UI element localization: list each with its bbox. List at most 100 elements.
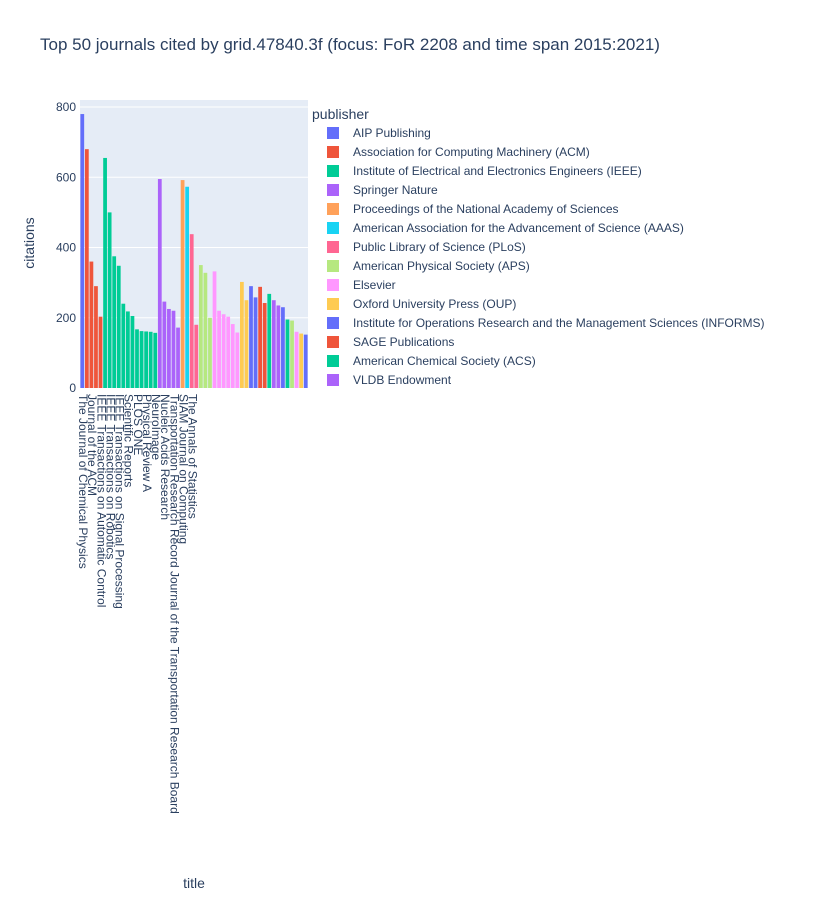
legend-swatch[interactable] — [327, 241, 339, 253]
legend-title: publisher — [312, 106, 369, 122]
bars — [80, 114, 308, 389]
x-tick-label: SIAM Journal on Computing — [176, 394, 190, 544]
legend-swatch[interactable] — [327, 374, 339, 386]
x-tick-label: IEEE Transactions on Signal Processing — [113, 394, 127, 609]
bar — [299, 333, 304, 388]
legend-swatch[interactable] — [327, 260, 339, 272]
legend-label[interactable]: Public Library of Science (PLoS) — [353, 240, 526, 254]
bar — [116, 265, 121, 388]
bar — [144, 331, 148, 388]
y-tick-label: 400 — [56, 241, 76, 255]
bar — [253, 297, 258, 388]
bar — [176, 327, 180, 388]
bar — [112, 256, 117, 388]
bar — [126, 311, 130, 388]
bar — [194, 324, 199, 388]
x-tick-label: IEEE Transactions on Automatic Control — [94, 394, 108, 607]
x-axis-title: title — [183, 875, 205, 891]
bar — [157, 179, 162, 388]
bar — [281, 307, 285, 388]
x-tick-label: NeuroImage — [149, 394, 163, 460]
bar — [230, 324, 235, 388]
y-tick-label: 0 — [69, 381, 76, 395]
legend-label[interactable]: VLDB Endowment — [353, 373, 452, 387]
bar — [80, 114, 85, 389]
legend-label[interactable]: Association for Computing Machinery (ACM… — [353, 145, 590, 159]
legend-label[interactable]: American Chemical Society (ACS) — [353, 354, 536, 368]
bar — [89, 261, 94, 388]
bar — [198, 265, 203, 388]
bar — [240, 281, 244, 388]
bar — [258, 286, 262, 388]
bar — [94, 286, 98, 388]
bar — [208, 317, 212, 388]
y-tick-label: 800 — [56, 100, 76, 114]
legend-label[interactable]: SAGE Publications — [353, 335, 454, 349]
x-tick-label: IEEE Transactions on Robotics — [103, 394, 117, 559]
legend-swatch[interactable] — [327, 165, 339, 177]
bar — [276, 305, 281, 388]
bar — [244, 300, 249, 388]
bar — [262, 303, 267, 388]
x-tick-label: The Annals of Statistics — [186, 394, 200, 519]
bar — [203, 272, 208, 388]
bar — [153, 332, 158, 388]
legend-swatch[interactable] — [327, 298, 339, 310]
bar — [226, 316, 231, 388]
legend-swatch[interactable] — [327, 127, 339, 139]
bar — [84, 149, 89, 388]
legend-label[interactable]: American Physical Society (APS) — [353, 259, 530, 273]
legend-swatch[interactable] — [327, 222, 339, 234]
y-axis-ticks: 0 200 400 600 800 — [56, 100, 76, 395]
x-tick-label: Journal of the ACM — [85, 394, 99, 496]
bar — [285, 319, 290, 388]
legend-label[interactable]: AIP Publishing — [353, 126, 431, 140]
legend-label[interactable]: Institute of Electrical and Electronics … — [353, 164, 642, 178]
bar — [189, 234, 194, 388]
bar — [249, 286, 253, 388]
bar — [139, 331, 144, 388]
chart-title: Top 50 journals cited by grid.47840.3f (… — [40, 35, 660, 54]
bar — [185, 186, 190, 388]
bar — [167, 308, 171, 388]
bar — [212, 271, 217, 388]
x-tick-label: Scientific Reports — [122, 394, 136, 487]
y-tick-label: 600 — [56, 170, 76, 184]
bar — [180, 180, 185, 388]
legend-label[interactable]: Proceedings of the National Academy of S… — [353, 202, 619, 216]
legend-swatch[interactable] — [327, 336, 339, 348]
bar — [294, 331, 299, 388]
y-tick-label: 200 — [56, 311, 76, 325]
y-axis-title: citations — [21, 217, 37, 268]
legend-label[interactable]: American Association for the Advancement… — [353, 221, 684, 235]
x-tick-label: The Journal of Chemical Physics — [76, 394, 90, 569]
legend-label[interactable]: Institute for Operations Research and th… — [353, 316, 765, 330]
legend-swatch[interactable] — [327, 355, 339, 367]
x-tick-label: Physical Review A — [140, 394, 154, 492]
legend-label[interactable]: Oxford University Press (OUP) — [353, 297, 516, 311]
x-tick-label: Nucleic Acids Research — [158, 394, 172, 520]
x-tick-label: Transportation Research Record Journal o… — [167, 394, 181, 814]
legend: AIP Publishing Association for Computing … — [327, 126, 765, 387]
bar — [103, 157, 107, 388]
legend-swatch[interactable] — [327, 146, 339, 158]
bar — [171, 310, 176, 388]
legend-swatch[interactable] — [327, 184, 339, 196]
bar — [148, 331, 153, 388]
legend-label[interactable]: Springer Nature — [353, 183, 438, 197]
bar — [217, 310, 221, 388]
bar — [98, 316, 103, 388]
legend-swatch[interactable] — [327, 317, 339, 329]
x-tick-label: PLOS ONE — [131, 394, 145, 455]
bar — [107, 212, 112, 388]
legend-swatch[interactable] — [327, 203, 339, 215]
bar — [290, 320, 294, 388]
legend-label[interactable]: Elsevier — [353, 278, 396, 292]
bar — [162, 301, 167, 388]
bar — [271, 300, 276, 388]
bar — [135, 329, 139, 388]
bar — [303, 334, 308, 388]
legend-swatch[interactable] — [327, 279, 339, 291]
